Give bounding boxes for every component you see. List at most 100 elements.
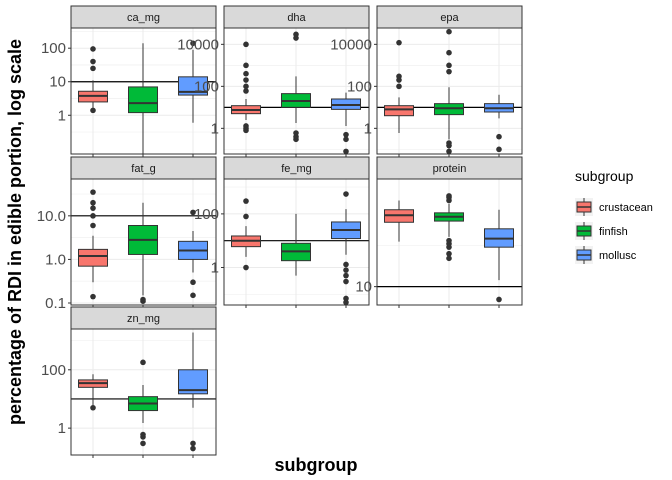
y-tick-label: 1	[58, 420, 66, 437]
facet-strip-label: zn_mg	[127, 313, 160, 325]
outlier-point	[243, 77, 249, 83]
outlier-point	[343, 295, 349, 302]
panel-border	[376, 178, 523, 306]
facet-panel-epa: epa 1 100 10000	[330, 5, 523, 157]
outlier-point	[90, 293, 96, 300]
legend-label: finfish	[599, 226, 628, 238]
y-tick-label: 0.1	[45, 295, 66, 312]
facet-panels: ca_mg 1 10 100 dha 1 100 10000 epa 1 100 10000 fat_g…	[37, 5, 523, 458]
iqr-box	[384, 105, 414, 117]
outlier-point	[190, 40, 196, 47]
box-crustacean	[78, 374, 108, 411]
outlier-point	[243, 83, 249, 90]
box-mollusc	[178, 40, 208, 123]
outlier-point	[343, 278, 349, 285]
outlier-point	[190, 445, 196, 452]
box-mollusc	[484, 209, 514, 303]
outlier-point	[343, 299, 349, 306]
outlier-point	[90, 222, 96, 229]
y-tick-label: 10000	[177, 36, 219, 53]
box-crustacean	[78, 189, 108, 300]
box-finfish	[281, 31, 311, 143]
box-mollusc	[331, 92, 361, 155]
y-tick-label: 10000	[330, 36, 372, 53]
y-tick-label: 1.0	[45, 251, 66, 268]
outlier-point	[396, 73, 402, 80]
outlier-point	[496, 133, 502, 140]
outlier-point	[343, 136, 349, 143]
facet-panel-protein: protein 10	[355, 156, 523, 308]
box-finfish	[434, 28, 464, 155]
y-tick-label: 100	[194, 78, 219, 95]
y-tick-label: 100	[194, 206, 219, 223]
outlier-point	[243, 88, 249, 94]
outlier-point	[90, 46, 96, 52]
legend-label: crustacean	[599, 202, 653, 214]
outlier-point	[446, 62, 452, 69]
outlier-point	[446, 148, 452, 155]
outlier-point	[243, 123, 249, 129]
facet-panel-fat_g: fat_g 0.1 1.0 10.0	[37, 156, 217, 312]
facet-strip-label: fat_g	[131, 163, 155, 175]
y-tick-label: 10.0	[37, 208, 66, 225]
y-tick-label: 1	[58, 107, 66, 124]
outlier-point	[190, 292, 196, 299]
y-tick-label: 10	[355, 279, 372, 296]
outlier-point	[140, 359, 146, 366]
panel-border	[223, 178, 370, 306]
outlier-point	[90, 107, 96, 114]
outlier-point	[90, 213, 96, 219]
box-mollusc	[178, 332, 208, 452]
y-axis-title: percentage of RDI in edible portion, log…	[5, 39, 25, 425]
facet-strip-label: dha	[287, 12, 306, 24]
outlier-point	[140, 431, 146, 438]
outlier-point	[396, 39, 402, 46]
y-tick-label: 100	[41, 40, 66, 57]
outlier-point	[446, 28, 452, 35]
y-tick-label: 10	[49, 74, 66, 91]
iqr-box	[128, 86, 158, 114]
outlier-point	[243, 70, 249, 77]
box-finfish	[128, 43, 158, 154]
facet-strip-label: epa	[440, 12, 459, 24]
legend-item-mollusc: mollusc	[575, 246, 637, 264]
y-tick-label: 100	[41, 362, 66, 379]
outlier-point	[496, 296, 502, 303]
outlier-point	[243, 213, 249, 220]
outlier-point	[90, 404, 96, 411]
outlier-point	[90, 58, 96, 65]
box-mollusc	[484, 94, 514, 153]
outlier-point	[243, 264, 249, 271]
outlier-point	[446, 68, 452, 75]
box-crustacean	[231, 198, 261, 271]
facet-strip-label: ca_mg	[127, 12, 160, 24]
outlier-point	[90, 199, 96, 206]
outlier-point	[396, 83, 402, 90]
outlier-point	[190, 279, 196, 286]
y-tick-label: 1	[211, 260, 219, 277]
facet-panel-zn_mg: zn_mg 1 100	[41, 306, 217, 458]
facet-panel-fe_mg: fe_mg 1 100	[194, 156, 370, 308]
box-crustacean	[231, 41, 261, 134]
outlier-point	[293, 130, 299, 136]
outlier-point	[343, 148, 349, 155]
outlier-point	[446, 193, 452, 199]
y-tick-label: 1	[364, 120, 372, 137]
box-mollusc	[178, 209, 208, 299]
outlier-point	[243, 198, 249, 204]
facet-strip-label: fe_mg	[281, 163, 312, 175]
iqr-box	[78, 248, 108, 267]
panel-border	[376, 27, 523, 155]
outlier-point	[90, 205, 96, 211]
panel-border	[70, 178, 217, 306]
legend-item-finfish: finfish	[575, 222, 628, 240]
box-finfish	[128, 359, 158, 447]
box-crustacean	[384, 39, 414, 133]
outlier-point	[343, 261, 349, 268]
outlier-point	[140, 440, 146, 447]
box-finfish	[128, 202, 158, 305]
panel-border	[70, 27, 217, 155]
y-tick-label: 100	[347, 78, 372, 95]
outlier-point	[446, 250, 452, 257]
y-tick-label: 1	[211, 120, 219, 137]
